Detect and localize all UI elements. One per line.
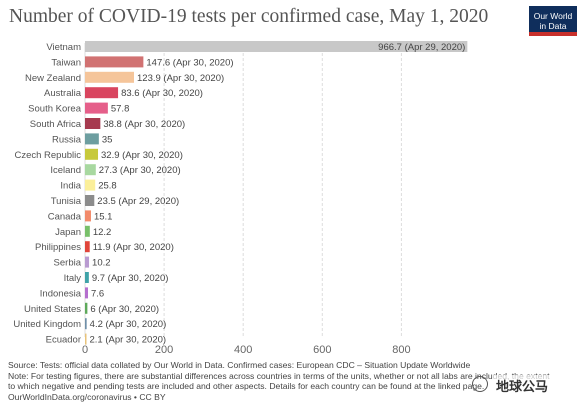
bar: [85, 71, 135, 83]
category-label: Taiwan: [51, 57, 81, 68]
bar: [85, 210, 91, 222]
category-label: South Africa: [30, 119, 82, 130]
methodology-note-continued: to which negative and pending tests are …: [8, 381, 485, 391]
value-label: 966.7 (Apr 29, 2020): [378, 42, 465, 53]
category-label: India: [60, 181, 81, 192]
bar: [85, 41, 468, 52]
bar: [85, 56, 144, 68]
methodology-note: Note: For testing figures, there are sub…: [8, 370, 550, 381]
bar: [85, 179, 96, 191]
value-label: 27.3 (Apr 30, 2020): [99, 165, 181, 176]
category-label: Australia: [44, 88, 82, 99]
bar: [85, 195, 95, 206]
bar: [85, 287, 89, 299]
category-label: Ecuador: [46, 335, 81, 346]
category-label: Iceland: [50, 165, 81, 176]
category-label: Serbia: [54, 258, 82, 269]
bar: [85, 164, 96, 176]
value-label: 25.8: [98, 181, 117, 192]
category-label: South Korea: [28, 104, 82, 115]
value-label: 23.5 (Apr 29, 2020): [97, 196, 179, 207]
bar: [85, 241, 90, 253]
bar: [85, 118, 101, 129]
x-tick-label: 200: [155, 344, 173, 356]
bar: [85, 272, 89, 283]
category-label: United Kingdom: [13, 319, 81, 330]
chart-title: Number of COVID-19 tests per confirmed c…: [9, 6, 489, 27]
owid-logo[interactable]: Our World in Data: [529, 6, 577, 36]
value-label: 123.9 (Apr 30, 2020): [137, 73, 224, 84]
bar: [85, 148, 99, 160]
value-label: 12.2: [93, 227, 112, 238]
value-label: 7.6: [91, 288, 104, 299]
logo-line-1: Our World: [533, 11, 573, 21]
x-tick-label: 400: [234, 344, 252, 356]
watermark-text: 地球公马: [493, 375, 552, 396]
category-label: Vietnam: [46, 42, 81, 53]
wechat-icon: [472, 376, 488, 392]
category-label: United States: [24, 304, 81, 315]
category-label: New Zealand: [25, 73, 81, 84]
x-tick-label: 800: [392, 344, 410, 356]
value-label: 11.9 (Apr 30, 2020): [93, 242, 174, 253]
category-label: Japan: [55, 227, 81, 238]
x-tick-label: 600: [313, 344, 331, 356]
bar: [85, 318, 87, 330]
bar: [85, 102, 108, 114]
value-label: 2.1 (Apr 30, 2020): [90, 335, 167, 346]
category-label: Canada: [48, 211, 82, 222]
bar: [85, 87, 119, 99]
value-label: 35: [102, 134, 113, 145]
value-label: 15.1: [94, 211, 113, 222]
value-label: 147.6 (Apr 30, 2020): [146, 57, 233, 68]
source-note: Source: Tests: official data collated by…: [8, 360, 471, 370]
category-label: Tunisia: [51, 196, 82, 207]
value-label: 6 (Apr 30, 2020): [90, 304, 159, 315]
bar: [85, 256, 90, 268]
category-label: Italy: [64, 273, 82, 284]
x-tick-label: 0: [82, 344, 88, 356]
bar: [85, 333, 87, 345]
value-label: 9.7 (Apr 30, 2020): [92, 273, 169, 284]
category-label: Czech Republic: [14, 150, 81, 161]
value-label: 38.8 (Apr 30, 2020): [103, 119, 185, 130]
bar: [85, 133, 99, 145]
value-label: 32.9 (Apr 30, 2020): [101, 150, 183, 161]
bar: [85, 225, 90, 237]
bar-chart: 0 200 400 600 800 Vietnam 966.7 (Apr 29, 2020)…: [13, 41, 468, 356]
value-label: 4.2 (Apr 30, 2020): [90, 319, 167, 330]
bar: [85, 302, 88, 314]
category-label: Philippines: [35, 242, 81, 253]
value-label: 57.8: [111, 104, 129, 115]
value-label: 83.6 (Apr 30, 2020): [121, 88, 203, 99]
category-label: Russia: [52, 134, 82, 145]
chart-footer: Source: Tests: official data collated by…: [8, 360, 580, 402]
value-label: 10.2: [92, 258, 111, 269]
license-link[interactable]: OurWorldInData.org/coronavirus • CC BY: [8, 391, 166, 402]
logo-line-2: in Data: [539, 21, 567, 31]
category-label: Indonesia: [40, 288, 82, 299]
